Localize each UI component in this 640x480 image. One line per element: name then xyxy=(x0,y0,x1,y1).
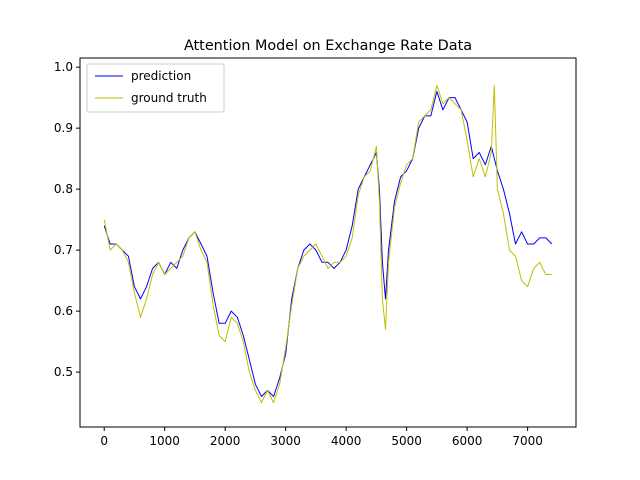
x-tick-label: 4000 xyxy=(331,434,362,448)
series-line-prediction xyxy=(103,91,553,397)
y-axis: 0.5 0.6 0.7 0.8 0.9 1.0 xyxy=(54,60,80,379)
x-tick-label: 5000 xyxy=(391,434,422,448)
plot-area xyxy=(79,57,577,428)
axes-frame xyxy=(79,57,577,428)
y-tick-label: 1.0 xyxy=(54,60,73,74)
series-layer xyxy=(103,84,553,404)
y-tick-label: 0.7 xyxy=(54,243,73,257)
y-tick-label: 0.5 xyxy=(54,365,73,379)
x-tick-label: 2000 xyxy=(210,434,241,448)
x-tick-label: 0 xyxy=(100,434,108,448)
legend-label-ground-truth: ground truth xyxy=(131,91,207,105)
y-tick-label: 0.9 xyxy=(54,121,73,135)
series-line-ground-truth xyxy=(103,84,552,404)
x-tick-label: 6000 xyxy=(452,434,483,448)
x-tick-label: 7000 xyxy=(512,434,543,448)
chart-title: Attention Model on Exchange Rate Data xyxy=(184,38,472,54)
y-tick-label: 0.8 xyxy=(54,182,73,196)
x-tick-label: 3000 xyxy=(270,434,301,448)
x-axis: 0 1000 2000 3000 4000 5000 6000 7000 xyxy=(100,427,543,448)
legend: prediction ground truth xyxy=(86,63,225,113)
legend-label-prediction: prediction xyxy=(131,69,191,83)
x-tick-label: 1000 xyxy=(149,434,180,448)
y-tick-label: 0.6 xyxy=(54,304,73,318)
